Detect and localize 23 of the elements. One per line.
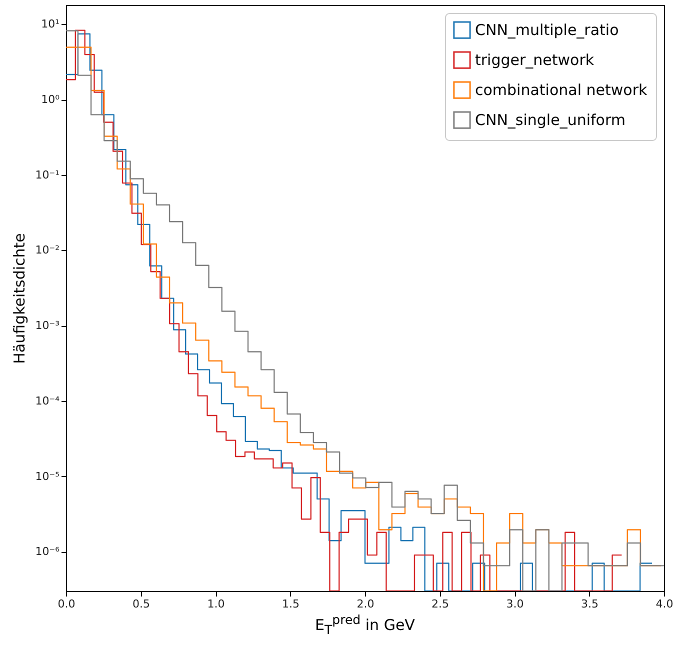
- x-tick-label: 3.5: [581, 598, 598, 610]
- y-tick-label: 10⁻⁵: [35, 470, 60, 483]
- x-tick-label: 3.0: [506, 598, 524, 610]
- legend-label: CNN_single_uniform: [475, 111, 626, 129]
- legend-label: trigger_network: [475, 51, 594, 69]
- x-tick-label: 2.0: [356, 598, 374, 610]
- x-tick-label: 4.0: [656, 598, 674, 610]
- x-tick-label: 0.0: [58, 598, 76, 610]
- y-tick-label: 10⁻¹: [35, 168, 60, 182]
- y-tick-label: 10⁻⁶: [35, 545, 60, 558]
- y-tick-label: 10⁻³: [35, 319, 60, 332]
- x-tick-label: 2.5: [432, 598, 449, 610]
- y-tick-label: 10⁰: [41, 93, 60, 106]
- y-tick-label: 10⁻⁴: [35, 394, 60, 408]
- x-tick-label: 1.0: [207, 598, 225, 610]
- legend-label: CNN_multiple_ratio: [475, 21, 619, 39]
- x-axis-title: E$_{T}$$^{pred}$ in GeV: [314, 612, 416, 637]
- x-tick-label: 0.5: [132, 598, 150, 610]
- y-tick-label: 10¹: [41, 18, 60, 31]
- x-tick-label: 1.5: [282, 598, 300, 610]
- y-axis-title: Häufigkeitsdichte: [10, 233, 28, 364]
- legend-label: combinational network: [475, 81, 648, 99]
- y-tick-label: 10⁻²: [35, 244, 60, 257]
